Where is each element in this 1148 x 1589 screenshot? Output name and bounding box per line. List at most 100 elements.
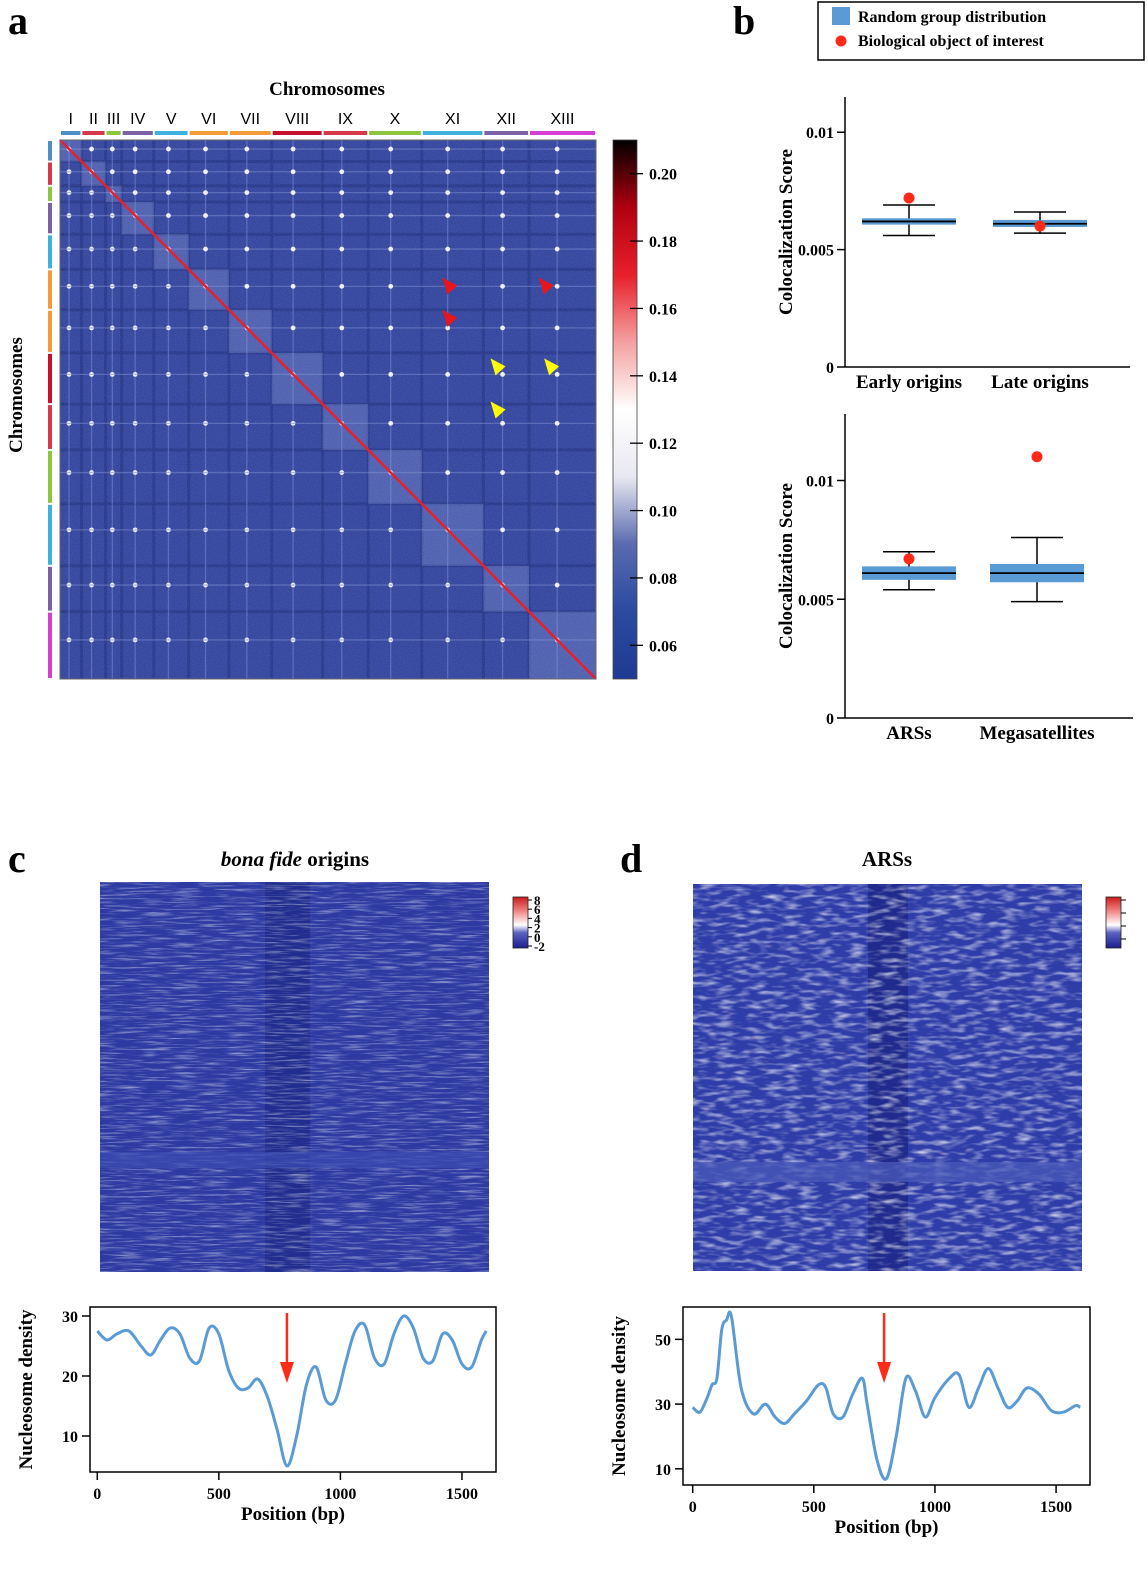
heatmap-c-title: bona fide origins	[221, 847, 369, 871]
colorbar-c	[512, 896, 529, 949]
heatmap-d-red-spots	[693, 884, 1082, 1271]
y-axis-label: Colocalization Score	[776, 149, 797, 315]
x-tick-label: 500	[802, 1499, 826, 1516]
heatmap-c-title-italic: bona fide	[221, 847, 302, 871]
dip-arrow-head	[877, 1362, 892, 1383]
y-tick-label: 20	[62, 1369, 78, 1386]
x-axis-label: Position (bp)	[241, 1504, 345, 1525]
x-category-label: Early origins	[856, 372, 962, 393]
plot-frame	[89, 1306, 497, 1473]
chromosome-labels: I II III IV V VI VII VIII IX X XI XII XIII	[68, 111, 574, 128]
colorbar-a	[612, 139, 638, 680]
chromosome-bar-top-VI	[189, 131, 228, 135]
chromosome-label: V	[166, 111, 177, 128]
panel-d-heatmap: ARSs	[693, 847, 1126, 1271]
heatmap-a-top-title: Chromosomes	[269, 79, 385, 100]
colorbar-d-ticks	[1121, 899, 1126, 940]
chromosome-label: VIII	[285, 111, 309, 128]
line-chart-c: 0 500 1000 1500 10 20 30 Position (bp) Nucleosom…	[16, 1306, 497, 1525]
y-axis-label: Nucleosome density	[16, 1309, 37, 1469]
chromosome-bar-top-X	[369, 131, 421, 135]
y-tick-label: 50	[655, 1332, 671, 1349]
y-tick-label: 0	[826, 360, 834, 377]
chromosome-bar-top-VII	[229, 131, 271, 135]
colorbar-a-tick-label: 0.20	[649, 167, 677, 184]
chromosome-bar-left-XII	[48, 566, 52, 611]
y-tick-label: 0.01	[806, 474, 834, 491]
nucleosome-density-line	[691, 1310, 1082, 1481]
x-category-label: ARSs	[886, 723, 931, 744]
chromosome-bar-top-XII	[484, 131, 528, 135]
colorbar-a-ticks: 0.20 0.18 0.16 0.14 0.12 0.10 0.08 0.06	[630, 167, 677, 655]
y-tick-label: 0.01	[806, 125, 834, 142]
panel-a-heatmap: Chromosomes Chromosomes I II III IV V VI VII VI…	[6, 79, 677, 680]
colorbar-c-tick-label: 4	[534, 911, 541, 926]
nucleosome-density-line	[96, 1314, 488, 1468]
chromosome-label: X	[390, 111, 401, 128]
y-tick-label: 10	[62, 1429, 78, 1446]
heatmap-d-band	[693, 1162, 1082, 1182]
colorbar-c-tick-label: 2	[534, 921, 541, 936]
colorbar-a-tick-label: 0.12	[649, 436, 677, 453]
colorbar-a-tick-label: 0.08	[649, 571, 677, 588]
y-tick-label: 0.005	[798, 592, 834, 609]
chromosome-label: VI	[201, 111, 216, 128]
object-point	[1031, 451, 1043, 463]
heatmap-a-frame	[59, 139, 597, 680]
panel-label-b: b	[733, 0, 755, 43]
x-tick-label: 1500	[1040, 1499, 1072, 1516]
chromosome-bar-left-IV	[48, 202, 52, 234]
chromosome-label: XI	[445, 111, 460, 128]
annotation-arrowhead	[490, 401, 506, 419]
object-point	[903, 192, 915, 204]
chromosome-label: IX	[338, 111, 353, 128]
chromosome-bar-top-XIII	[530, 131, 595, 135]
colorbar-a-tick-label: 0.06	[649, 638, 677, 655]
x-axis-label: Position (bp)	[835, 1517, 939, 1538]
colorbar-d	[1105, 896, 1122, 949]
chromosome-bar-top-II	[82, 131, 105, 135]
chromosome-bar-top-XI	[422, 131, 483, 135]
chromosome-bar-left-V	[48, 235, 52, 269]
boxplot-b-top: 0 0.005 0.01 Colocalization Score Early orig…	[776, 97, 1130, 393]
annotation-arrowhead	[538, 277, 554, 295]
annotation-arrowhead	[490, 358, 506, 376]
y-tick-label: 0.005	[798, 243, 834, 260]
chromosome-bar-top-VIII	[272, 131, 322, 135]
chromosome-color-bar-left	[48, 141, 52, 678]
colorbar-a-tick-label: 0.10	[649, 504, 677, 521]
colorbar-c-tick-label: 0	[534, 930, 541, 945]
chromosome-bar-left-II	[48, 162, 52, 185]
y-axis-label: Nucleosome density	[609, 1316, 630, 1476]
heatmap-a-ylabel: Chromosomes	[6, 337, 27, 453]
chromosome-bar-top-III	[106, 131, 121, 135]
chromosome-label: XII	[496, 111, 516, 128]
x-tick-label: 0	[689, 1499, 697, 1516]
heatmap-c-band	[100, 1152, 489, 1168]
legend-b: Random group distribution Biological obj…	[817, 1, 1145, 61]
chromosome-label: III	[107, 111, 120, 128]
chromosome-bar-top-V	[154, 131, 188, 135]
chromosome-bar-left-X	[48, 450, 52, 503]
chromosome-bar-left-VIII	[48, 353, 52, 404]
x-tick-label: 500	[207, 1486, 231, 1503]
y-tick-label: 0	[826, 711, 834, 728]
chromosome-color-bar-top	[61, 131, 595, 135]
x-tick-label: 0	[93, 1486, 101, 1503]
x-category-label: Late origins	[991, 372, 1089, 393]
heatmap-d-title: ARSs	[862, 847, 912, 871]
legend-random-label: Random group distribution	[858, 9, 1046, 26]
x-tick-label: 1500	[446, 1486, 478, 1503]
object-point	[903, 553, 915, 565]
chromosome-bar-top-IV	[122, 131, 153, 135]
heatmap-c-title-rest: origins	[302, 847, 369, 871]
colorbar-c-tick-label: 6	[534, 902, 541, 917]
dip-arrow-head	[279, 1362, 294, 1383]
legend-object-label: Biological object of interest	[858, 33, 1045, 50]
legend-random-marker	[832, 7, 850, 25]
chromosome-bar-top-I	[61, 131, 81, 135]
colorbar-a-tick-label: 0.14	[649, 369, 677, 386]
chromosome-label: VII	[240, 111, 260, 128]
